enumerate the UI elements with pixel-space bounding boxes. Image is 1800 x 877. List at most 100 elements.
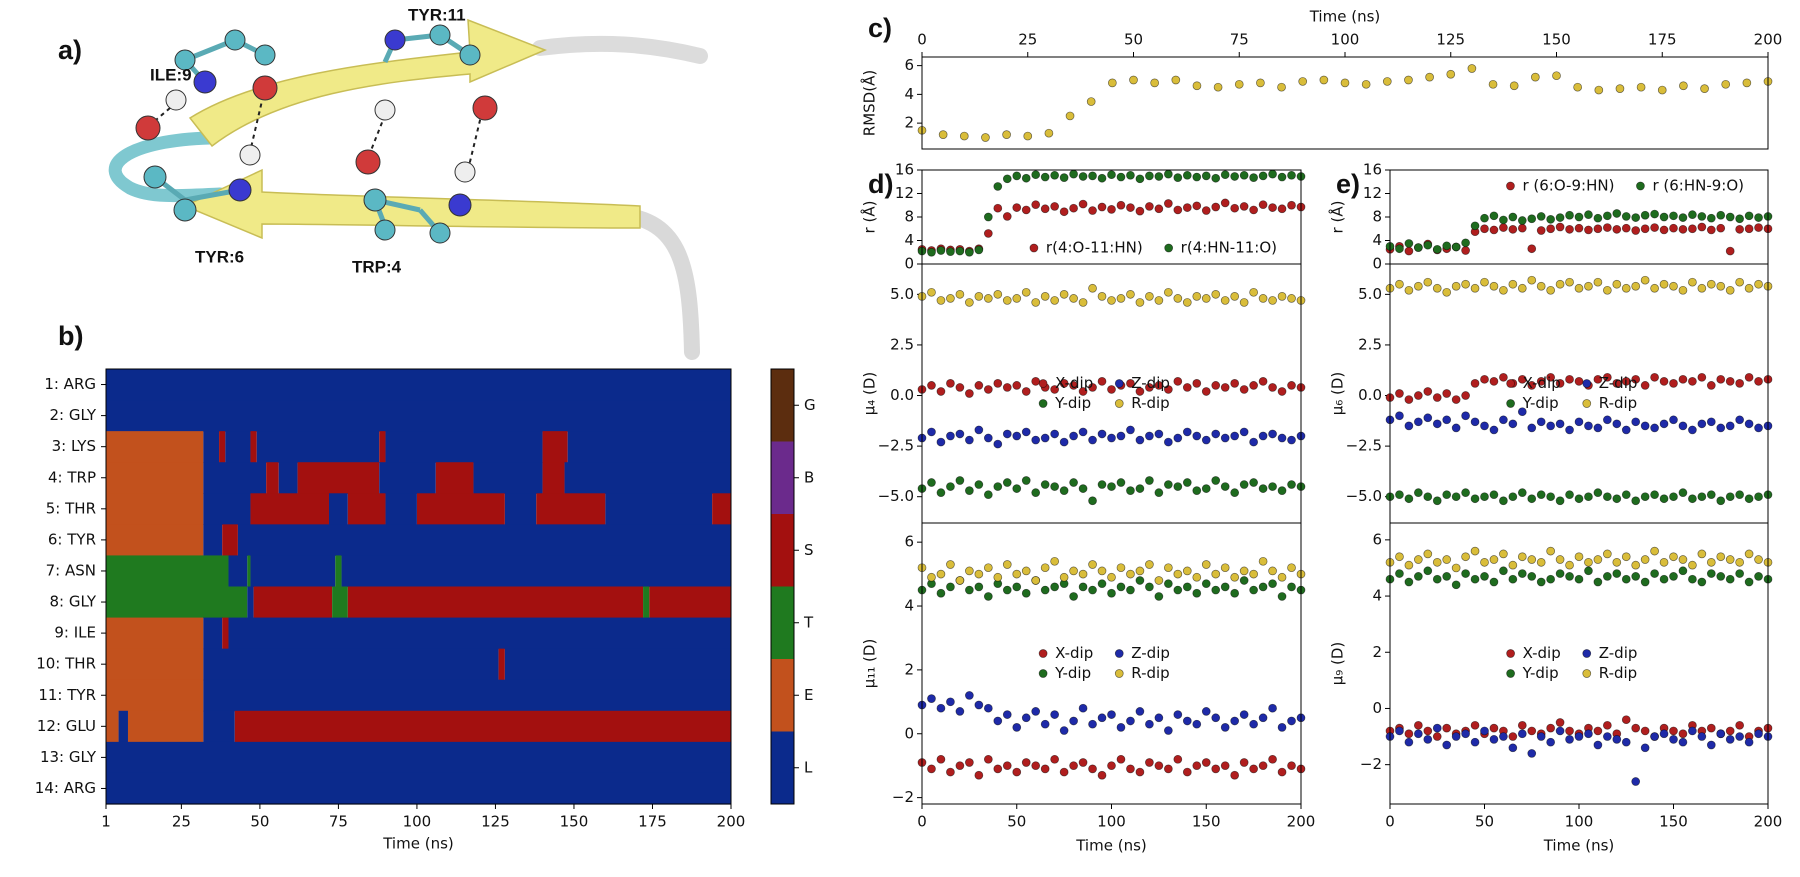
- data-point: [1249, 764, 1258, 774]
- heatmap-cell: [106, 462, 204, 494]
- legend-marker: [1038, 379, 1048, 388]
- data-point: [1574, 223, 1584, 233]
- data-point: [1697, 283, 1707, 293]
- data-point: [1126, 379, 1135, 388]
- data-point: [1546, 224, 1556, 234]
- data-point: [1116, 723, 1126, 732]
- data-point: [1258, 556, 1268, 566]
- data-point: [1640, 577, 1650, 587]
- x-tick-label: 25: [172, 813, 191, 831]
- y-axis-label: RMSD(Å): [860, 70, 879, 136]
- heatmap-cell: [256, 431, 380, 463]
- data-point: [1442, 287, 1452, 297]
- data-point: [936, 569, 946, 579]
- data-point: [1621, 377, 1631, 386]
- data-point: [1451, 423, 1461, 433]
- data-point: [1612, 494, 1622, 504]
- data-point: [965, 585, 974, 595]
- data-point: [1031, 377, 1041, 386]
- data-point: [1688, 560, 1697, 570]
- data-point: [1735, 214, 1745, 224]
- data-point: [1298, 77, 1308, 86]
- data-point: [936, 387, 946, 396]
- data-point: [983, 229, 993, 238]
- data-point: [1097, 429, 1107, 439]
- x-tick-label: 1: [101, 813, 111, 831]
- data-point: [1640, 421, 1650, 431]
- data-point: [1163, 199, 1173, 208]
- data-point: [1700, 84, 1709, 93]
- data-point: [1145, 560, 1154, 569]
- data-point: [1201, 484, 1211, 493]
- data-point: [1012, 431, 1022, 441]
- data-point: [1277, 572, 1287, 582]
- data-point: [1536, 281, 1546, 291]
- legend-marker: [1114, 649, 1124, 658]
- data-point: [1621, 574, 1631, 584]
- data-point: [1621, 425, 1631, 435]
- data-point: [1287, 716, 1296, 726]
- data-point: [1002, 174, 1012, 184]
- data-point: [1129, 75, 1138, 85]
- y-tick-label: 5: THR: [46, 499, 96, 517]
- data-point: [1489, 425, 1499, 435]
- data-point: [974, 480, 984, 489]
- data-point: [1395, 389, 1404, 398]
- data-point: [1050, 556, 1060, 566]
- data-point: [1508, 492, 1518, 502]
- data-point: [1239, 758, 1249, 767]
- data-point: [1040, 292, 1050, 301]
- data-point: [1031, 488, 1041, 497]
- data-point: [1069, 716, 1078, 726]
- data-point: [1697, 419, 1707, 429]
- data-point: [1126, 486, 1135, 495]
- data-point: [1145, 171, 1154, 181]
- legend-marker: [1038, 399, 1048, 408]
- data-point: [1725, 212, 1735, 222]
- data-point: [1584, 729, 1593, 739]
- data-point: [1432, 557, 1442, 567]
- data-point: [1432, 419, 1442, 429]
- data-point: [1258, 484, 1268, 493]
- data-point: [1697, 212, 1707, 221]
- data-point: [1555, 279, 1565, 289]
- legend-marker: [1636, 181, 1645, 191]
- data-point: [1182, 298, 1192, 307]
- data-point: [1192, 572, 1202, 582]
- x-tick-label: 75: [329, 813, 348, 831]
- data-point: [1230, 172, 1240, 181]
- data-point: [946, 582, 955, 592]
- legend-marker: [1582, 399, 1592, 408]
- heatmap-cell: [278, 462, 298, 494]
- data-point: [1621, 552, 1631, 562]
- data-point: [1413, 555, 1423, 564]
- data-point: [1612, 209, 1622, 218]
- data-point: [1612, 379, 1622, 388]
- data-point: [1088, 585, 1097, 595]
- data-point: [1621, 490, 1631, 500]
- plot-background: [1390, 264, 1768, 523]
- data-point: [1002, 383, 1012, 392]
- data-point: [1593, 224, 1603, 234]
- data-point: [1650, 209, 1659, 219]
- data-point: [1182, 383, 1192, 392]
- data-point: [1050, 582, 1060, 592]
- data-point: [1413, 243, 1423, 252]
- data-point: [1480, 213, 1489, 223]
- data-point: [1461, 552, 1470, 562]
- data-point: [1451, 242, 1461, 252]
- data-point: [1404, 285, 1414, 295]
- data-point: [1555, 213, 1565, 222]
- data-point: [1230, 488, 1240, 497]
- y-tick-label: 6: [1372, 530, 1382, 548]
- data-point: [1097, 579, 1107, 589]
- data-point: [1432, 244, 1442, 254]
- data-point: [1602, 285, 1612, 295]
- data-point: [1621, 715, 1631, 725]
- colorbar-swatch: [771, 369, 794, 442]
- data-point: [1002, 130, 1011, 139]
- data-point: [1021, 476, 1031, 485]
- data-point: [1725, 574, 1735, 584]
- data-point: [1154, 381, 1164, 390]
- data-point: [1097, 292, 1107, 301]
